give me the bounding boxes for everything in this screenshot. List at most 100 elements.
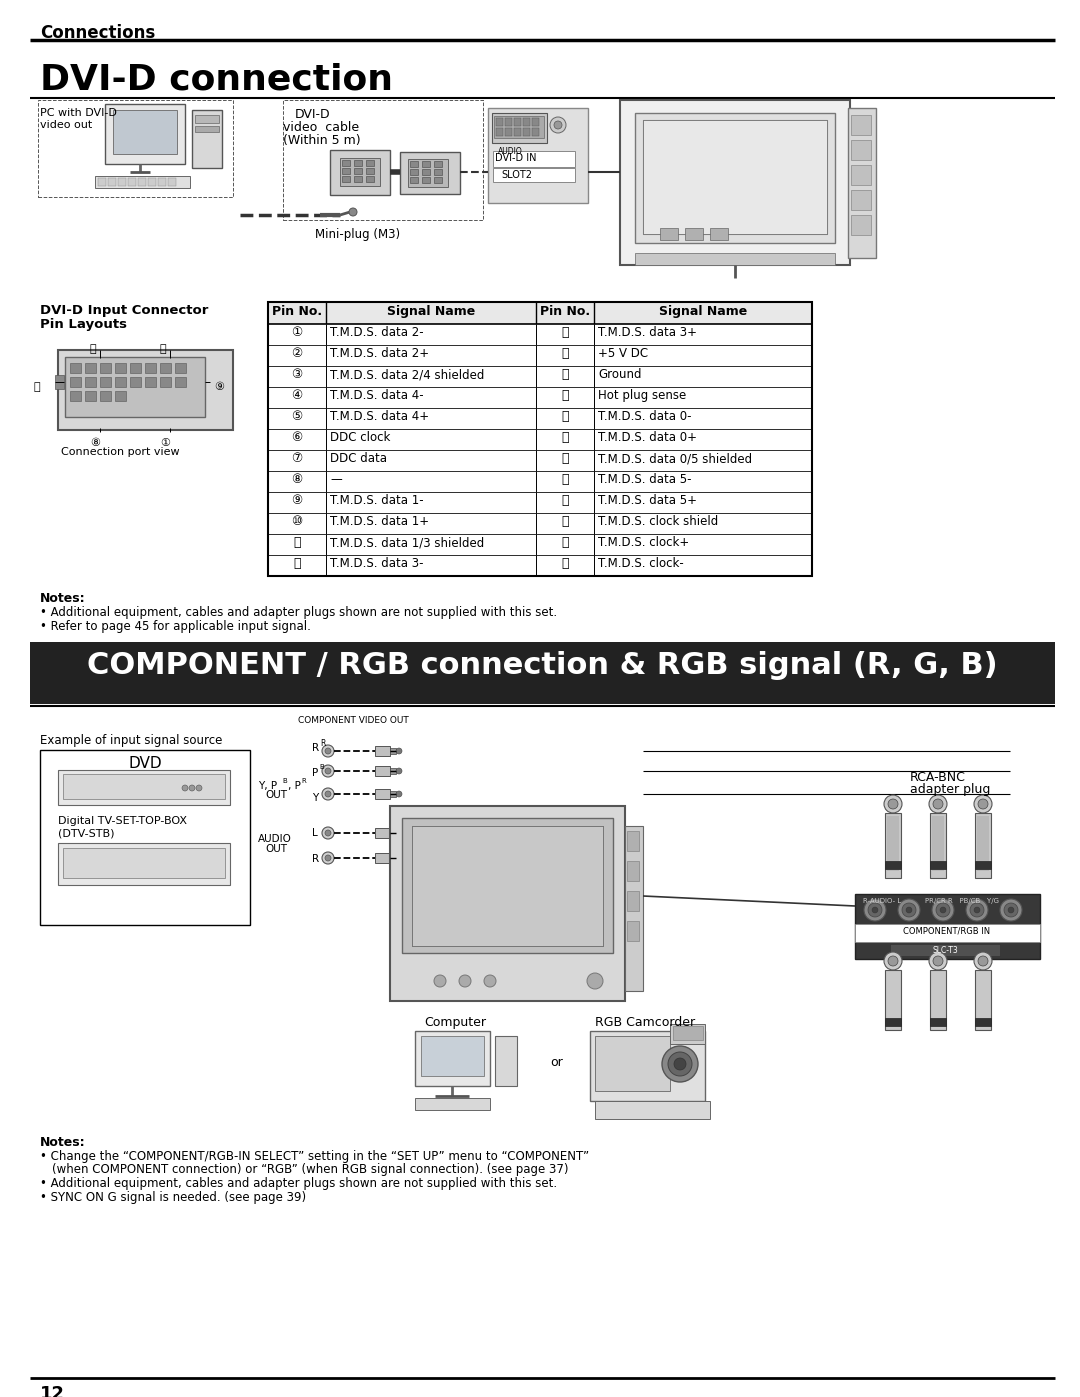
Text: ⑤: ⑤ [292, 409, 302, 423]
Bar [268, 513, 812, 534]
Text: OUT: OUT [265, 789, 287, 800]
Bar [710, 228, 728, 240]
Text: (DTV-STB): (DTV-STB) [58, 828, 114, 840]
Text: • Change the “COMPONENT/RGB-IN SELECT” setting in the “SET UP” menu to “COMPONEN: • Change the “COMPONENT/RGB-IN SELECT” s… [40, 1150, 589, 1162]
Text: COMPONENT / RGB connection & RGB signal (R, G, B): COMPONENT / RGB connection & RGB signal … [86, 651, 997, 680]
Circle shape [325, 791, 330, 798]
Bar [268, 345, 812, 366]
Bar [977, 816, 989, 870]
Bar [514, 117, 521, 126]
Bar [268, 387, 812, 408]
Bar [114, 363, 126, 373]
Text: video  cable: video cable [283, 122, 360, 134]
Circle shape [484, 975, 496, 988]
Text: Ⓘ: Ⓘ [160, 344, 166, 353]
Bar [855, 894, 1040, 958]
Bar [625, 826, 643, 990]
Text: ①: ① [292, 326, 302, 339]
Bar [38, 101, 233, 197]
Bar [145, 363, 156, 373]
Circle shape [1004, 902, 1018, 916]
Bar [195, 115, 219, 123]
Text: ⑧: ⑧ [90, 439, 100, 448]
Text: DVI-D: DVI-D [295, 108, 330, 122]
Bar [410, 161, 418, 168]
Circle shape [325, 830, 330, 835]
Text: Y: Y [312, 793, 319, 803]
Bar [532, 129, 539, 136]
Bar [390, 855, 396, 861]
Text: T.M.D.S. data 0/5 shielded: T.M.D.S. data 0/5 shielded [598, 453, 752, 465]
Circle shape [396, 747, 402, 754]
Bar [400, 152, 460, 194]
Bar [100, 391, 111, 401]
Bar [375, 854, 390, 863]
Text: DDC data: DDC data [330, 453, 387, 465]
Bar [160, 377, 171, 387]
Bar [505, 117, 512, 126]
Text: AUDIO: AUDIO [258, 834, 292, 844]
Text: ⑨: ⑨ [292, 495, 302, 507]
Text: B: B [319, 764, 324, 770]
Bar [98, 177, 106, 186]
Text: +5 V DC: +5 V DC [598, 346, 648, 360]
Bar [643, 120, 827, 235]
Text: B: B [282, 778, 287, 784]
Text: Digital TV-SET-TOP-BOX: Digital TV-SET-TOP-BOX [58, 816, 187, 826]
Bar [268, 534, 812, 555]
Text: R-AUDIO- L: R-AUDIO- L [863, 898, 901, 904]
Circle shape [434, 975, 446, 988]
Bar [975, 813, 991, 877]
Circle shape [978, 956, 988, 965]
Text: Connection port view: Connection port view [60, 447, 179, 457]
Text: ⑭: ⑭ [562, 346, 569, 360]
Circle shape [974, 795, 993, 813]
Bar [627, 891, 639, 911]
Bar [402, 819, 613, 953]
Text: T.M.D.S. data 4+: T.M.D.S. data 4+ [330, 409, 429, 423]
Text: Hot plug sense: Hot plug sense [598, 388, 686, 402]
Text: T.M.D.S. data 0-: T.M.D.S. data 0- [598, 409, 691, 423]
Circle shape [183, 785, 188, 791]
Text: COMPONENT/RGB IN: COMPONENT/RGB IN [904, 926, 990, 935]
Bar [975, 1018, 991, 1025]
Bar [113, 110, 177, 154]
Bar [851, 215, 870, 235]
Bar [268, 302, 812, 576]
Text: ⑫: ⑫ [294, 557, 300, 570]
Bar [523, 129, 530, 136]
Circle shape [322, 745, 334, 757]
Bar [930, 861, 946, 869]
Text: adapter plug: adapter plug [910, 782, 990, 796]
Bar [410, 177, 418, 183]
Text: Mini-plug (M3): Mini-plug (M3) [315, 228, 400, 242]
Bar [354, 161, 362, 166]
Bar [885, 813, 901, 877]
Bar [58, 770, 230, 805]
Bar [354, 176, 362, 182]
Bar [366, 161, 374, 166]
Bar [375, 789, 390, 799]
Bar [390, 747, 396, 754]
Bar [268, 555, 812, 576]
Bar [434, 169, 442, 175]
Bar [496, 129, 503, 136]
Bar [643, 120, 827, 235]
Bar [40, 750, 249, 925]
Text: • Additional equipment, cables and adapter plugs shown are not supplied with thi: • Additional equipment, cables and adapt… [40, 1178, 557, 1190]
Text: ③: ③ [292, 367, 302, 381]
Circle shape [396, 830, 402, 835]
Circle shape [897, 900, 920, 921]
Text: Pin No.: Pin No. [272, 305, 322, 319]
Circle shape [932, 900, 954, 921]
Text: Ⓙ: Ⓙ [33, 381, 40, 393]
Text: ⑧: ⑧ [292, 474, 302, 486]
Bar [660, 228, 678, 240]
Bar [494, 116, 544, 138]
Bar [268, 408, 812, 429]
Circle shape [349, 208, 357, 217]
Text: SLOT2: SLOT2 [501, 170, 532, 180]
Bar [422, 169, 430, 175]
Bar [268, 450, 812, 471]
Bar [408, 159, 448, 187]
